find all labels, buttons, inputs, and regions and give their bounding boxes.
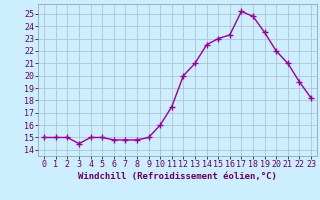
X-axis label: Windchill (Refroidissement éolien,°C): Windchill (Refroidissement éolien,°C) (78, 172, 277, 181)
